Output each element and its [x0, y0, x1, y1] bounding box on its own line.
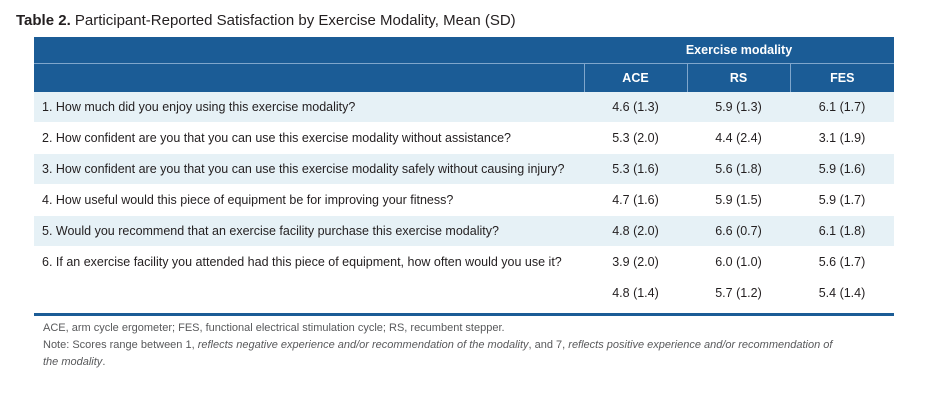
question-cell: 5. Would you recommend that an exercise … [34, 215, 584, 247]
scores-note-italic-positive: reflects positive experience and/or reco… [43, 339, 833, 368]
question-cell: 2. How confident are you that you can us… [34, 122, 584, 154]
value-cell-rs: 5.9 (1.3) [687, 92, 790, 123]
header-group-row: Exercise modality [34, 37, 894, 64]
value-cell-ace: 4.7 (1.6) [584, 184, 687, 216]
scores-note-prefix: Note: Scores range between 1, [43, 339, 198, 351]
value-cell-fes: 5.9 (1.6) [790, 153, 894, 185]
caption-label: Table 2. [16, 12, 71, 29]
question-cell: 3. How confident are you that you can us… [34, 153, 584, 185]
scores-note: Note: Scores range between 1, reflects n… [43, 337, 843, 371]
value-cell-ace: 3.9 (2.0) [584, 246, 687, 278]
scores-note-end: . [102, 356, 106, 368]
table-row: 5. Would you recommend that an exercise … [34, 215, 894, 247]
total-label-cell [34, 277, 584, 309]
column-header-ace: ACE [583, 63, 687, 92]
caption-title: Participant-Reported Satisfaction by Exe… [70, 12, 516, 29]
column-header-fes: FES [789, 63, 894, 92]
value-cell-rs: 6.6 (0.7) [687, 215, 790, 247]
question-cell: 6. If an exercise facility you attended … [34, 246, 584, 278]
scores-note-italic-negative: reflects negative experience and/or reco… [197, 339, 529, 351]
value-cell-fes: 5.6 (1.7) [790, 246, 894, 278]
value-cell-fes: 6.1 (1.8) [790, 215, 894, 247]
value-cell-fes: 3.1 (1.9) [790, 122, 894, 154]
value-cell-rs: 5.6 (1.8) [687, 153, 790, 185]
value-cell-fes: 5.9 (1.7) [790, 184, 894, 216]
scores-note-mid: , and 7, [528, 339, 569, 351]
value-cell-ace: 4.6 (1.3) [584, 92, 687, 123]
exercise-modality-label: Exercise modality [685, 43, 793, 57]
table-bottom-rule [34, 313, 894, 316]
value-cell-ace: 5.3 (1.6) [584, 153, 687, 185]
question-cell: 4. How useful would this piece of equipm… [34, 184, 584, 216]
value-cell-rs: 5.9 (1.5) [687, 184, 790, 216]
table-row: 4. How useful would this piece of equipm… [34, 184, 894, 216]
header-blank-cell [34, 37, 584, 64]
table-row: 1. How much did you enjoy using this exe… [34, 92, 894, 123]
value-cell-fes: 6.1 (1.7) [790, 92, 894, 123]
header-blank-cell [34, 63, 584, 92]
total-cell-ace: 4.8 (1.4) [584, 277, 687, 309]
total-cell-fes: 5.4 (1.4) [790, 277, 894, 309]
table-row: 3. How confident are you that you can us… [34, 153, 894, 185]
value-cell-ace: 4.8 (2.0) [584, 215, 687, 247]
value-cell-rs: 6.0 (1.0) [687, 246, 790, 278]
value-cell-ace: 5.3 (2.0) [584, 122, 687, 154]
total-cell-rs: 5.7 (1.2) [687, 277, 790, 309]
column-header-rs: RS [686, 63, 790, 92]
table-row: 6. If an exercise facility you attended … [34, 246, 894, 278]
abbreviations-note: ACE, arm cycle ergometer; FES, functiona… [43, 322, 505, 334]
total-row: 4.8 (1.4) 5.7 (1.2) 5.4 (1.4) [34, 277, 894, 309]
value-cell-rs: 4.4 (2.4) [687, 122, 790, 154]
table-row: 2. How confident are you that you can us… [34, 122, 894, 154]
table-notes: ACE, arm cycle ergometer; FES, functiona… [43, 320, 843, 371]
table-caption: Table 2. Participant-Reported Satisfacti… [16, 12, 516, 29]
header-columns-row: ACE RS FES [34, 63, 894, 92]
question-cell: 1. How much did you enjoy using this exe… [34, 92, 584, 123]
satisfaction-table: Exercise modality ACE RS FES 1. How much… [34, 37, 894, 309]
header-group-cell: Exercise modality [584, 37, 894, 64]
